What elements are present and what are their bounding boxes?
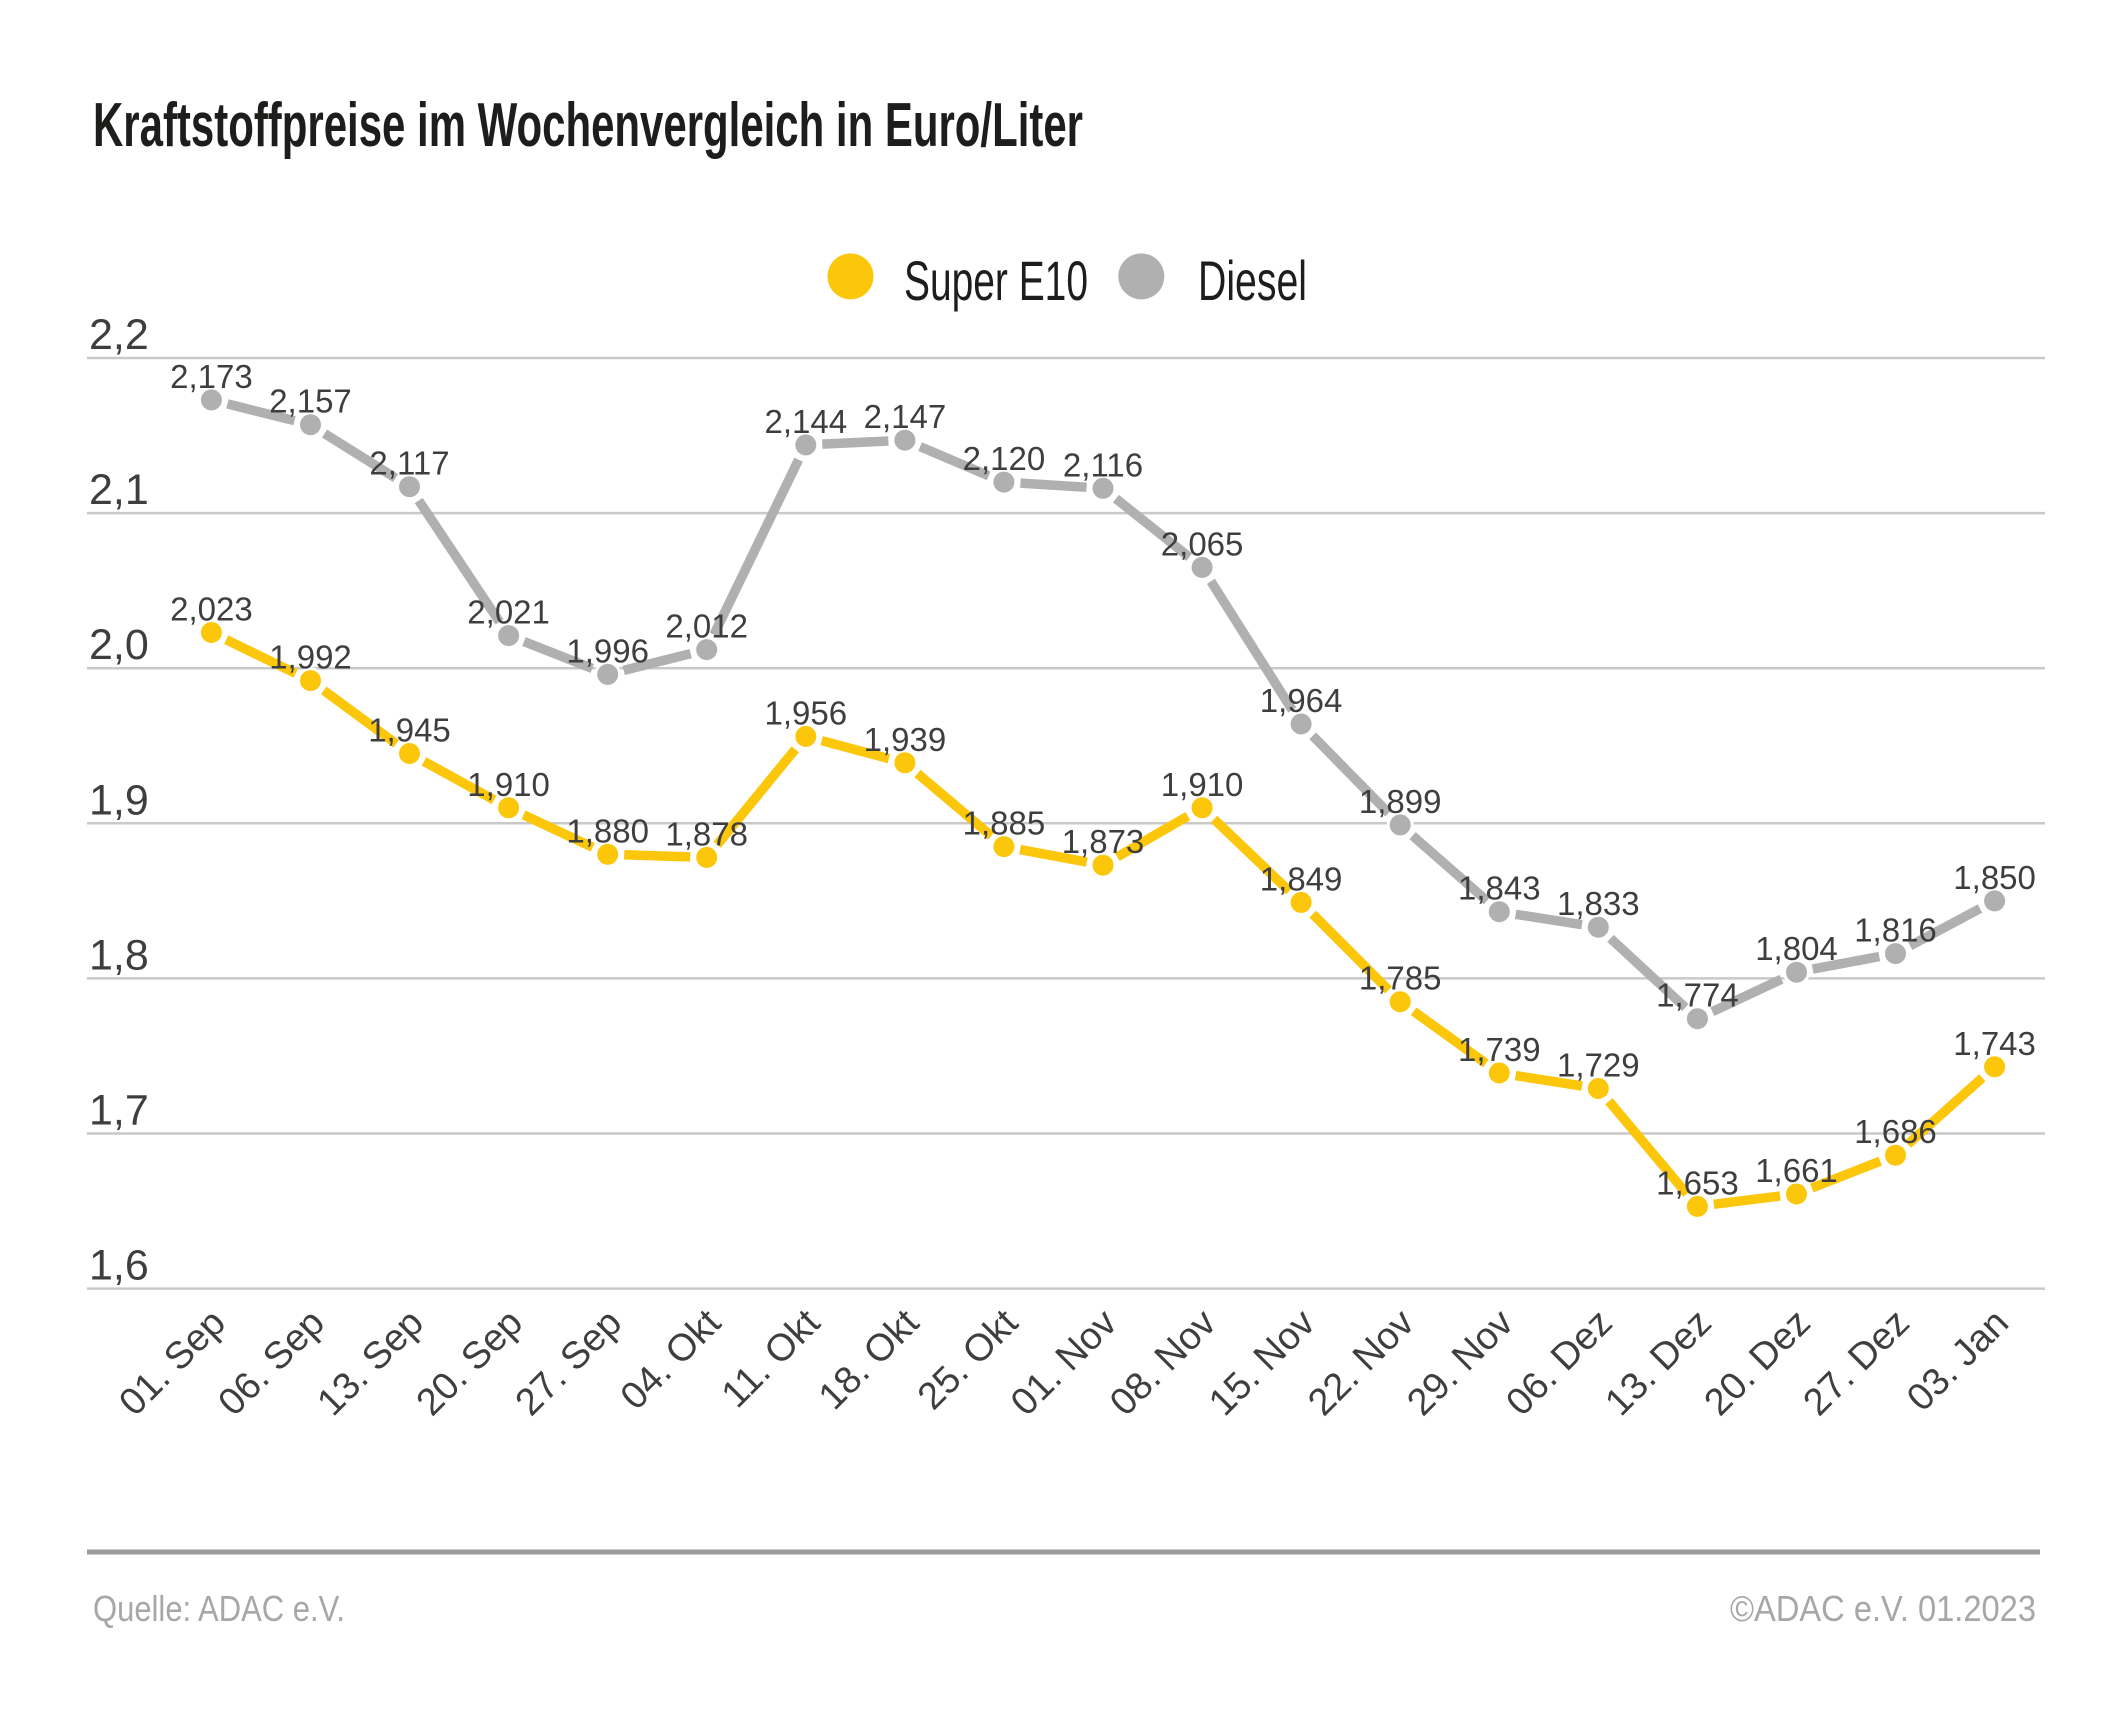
svg-text:1,910: 1,910 <box>467 766 550 803</box>
svg-text:1,9: 1,9 <box>89 776 149 824</box>
svg-text:1,8: 1,8 <box>89 931 149 979</box>
svg-text:1,945: 1,945 <box>368 712 451 749</box>
svg-text:1,910: 1,910 <box>1161 766 1244 803</box>
svg-text:1,880: 1,880 <box>566 812 649 849</box>
svg-text:1,843: 1,843 <box>1458 870 1541 907</box>
svg-text:2,023: 2,023 <box>170 591 253 628</box>
svg-text:1,964: 1,964 <box>1260 682 1343 719</box>
svg-text:1,850: 1,850 <box>1953 859 2036 896</box>
svg-text:Quelle: ADAC e.V.: Quelle: ADAC e.V. <box>93 1588 345 1629</box>
svg-text:2,173: 2,173 <box>170 358 253 395</box>
svg-text:1,885: 1,885 <box>963 805 1046 842</box>
svg-text:1,661: 1,661 <box>1755 1152 1838 1189</box>
svg-text:1,992: 1,992 <box>269 639 352 676</box>
svg-text:2,012: 2,012 <box>665 608 748 645</box>
svg-text:1,6: 1,6 <box>89 1242 149 1290</box>
svg-text:2,065: 2,065 <box>1161 525 1244 562</box>
svg-text:2,1: 2,1 <box>89 466 149 514</box>
svg-text:1,785: 1,785 <box>1359 960 1442 997</box>
svg-text:1,939: 1,939 <box>864 721 947 758</box>
svg-text:2,144: 2,144 <box>765 403 848 440</box>
svg-text:1,729: 1,729 <box>1557 1047 1640 1084</box>
svg-text:1,899: 1,899 <box>1359 783 1442 820</box>
svg-text:2,021: 2,021 <box>467 594 550 631</box>
svg-text:1,739: 1,739 <box>1458 1031 1541 1068</box>
svg-text:1,816: 1,816 <box>1854 912 1937 949</box>
svg-text:©ADAC e.V. 01.2023: ©ADAC e.V. 01.2023 <box>1730 1588 2036 1629</box>
svg-text:1,653: 1,653 <box>1656 1164 1739 1201</box>
svg-text:1,849: 1,849 <box>1260 860 1343 897</box>
svg-text:2,147: 2,147 <box>864 398 947 435</box>
svg-text:2,0: 2,0 <box>89 621 149 669</box>
svg-text:2,120: 2,120 <box>963 440 1046 477</box>
svg-text:2,116: 2,116 <box>1063 446 1143 483</box>
svg-text:Diesel: Diesel <box>1198 249 1307 312</box>
svg-text:1,804: 1,804 <box>1755 930 1838 967</box>
svg-text:1,956: 1,956 <box>765 694 848 731</box>
svg-text:1,873: 1,873 <box>1062 823 1145 860</box>
svg-text:1,833: 1,833 <box>1557 885 1640 922</box>
svg-text:1,774: 1,774 <box>1656 977 1739 1014</box>
svg-text:1,743: 1,743 <box>1953 1025 2036 1062</box>
svg-text:1,878: 1,878 <box>665 815 748 852</box>
svg-text:1,996: 1,996 <box>566 632 649 669</box>
svg-text:1,7: 1,7 <box>89 1087 149 1135</box>
svg-text:1,686: 1,686 <box>1854 1113 1937 1150</box>
svg-text:2,117: 2,117 <box>369 445 449 482</box>
svg-text:Super E10: Super E10 <box>904 249 1088 312</box>
svg-text:2,2: 2,2 <box>89 311 149 359</box>
svg-text:Kraftstoffpreise im Wochenverg: Kraftstoffpreise im Wochenvergleich in E… <box>93 91 1083 160</box>
svg-text:2,157: 2,157 <box>269 383 352 420</box>
